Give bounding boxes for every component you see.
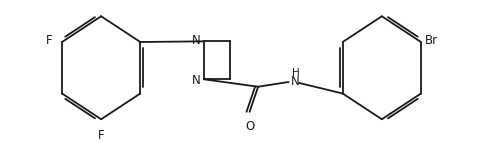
Text: N: N (192, 34, 200, 47)
Text: F: F (98, 129, 104, 142)
Text: H: H (292, 68, 300, 79)
Text: F: F (46, 34, 53, 47)
Text: O: O (244, 120, 254, 133)
Text: N: N (290, 75, 299, 88)
Text: Br: Br (424, 34, 437, 47)
Text: N: N (192, 74, 200, 87)
